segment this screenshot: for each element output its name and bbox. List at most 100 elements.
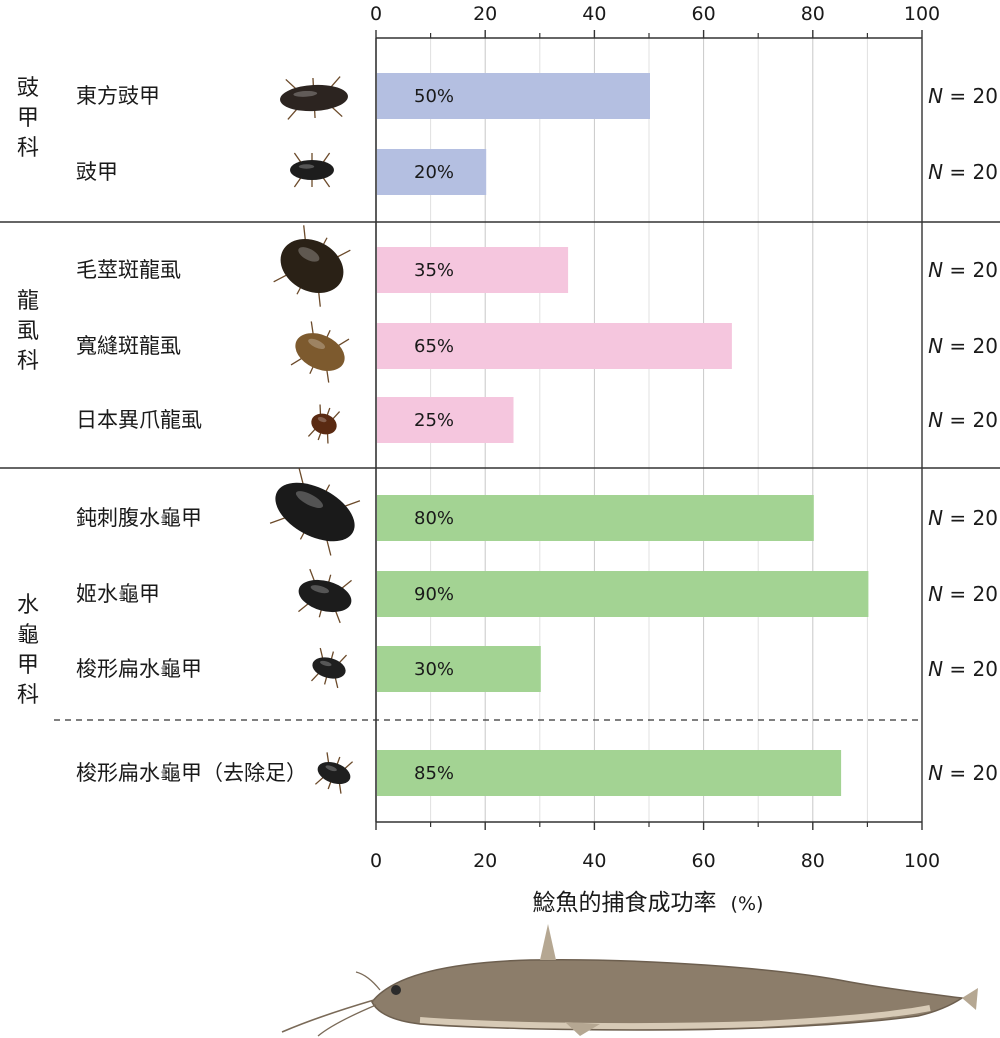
beetle-icon — [290, 321, 350, 383]
beetle-highlight — [310, 585, 330, 594]
species-label: 梭形扁水龜甲（去除足） — [76, 761, 307, 785]
bar — [377, 247, 569, 293]
family-label-char: 甲 — [17, 106, 39, 131]
family-label-char: 科 — [17, 349, 39, 374]
bottom-tick-label: 40 — [582, 850, 606, 872]
bar-value-label: 85% — [414, 763, 454, 784]
sample-size-symbol: N — [928, 408, 943, 432]
bar — [377, 397, 514, 443]
sample-size-label: N = 20 — [928, 84, 998, 108]
bar — [377, 495, 814, 541]
sample-size-symbol: N — [928, 258, 943, 282]
top-tick-label: 100 — [904, 3, 940, 25]
x-axis-title: 鯰魚的捕食成功率 (%) — [533, 890, 764, 916]
sample-size-label: N = 20 — [928, 258, 998, 282]
sample-size-symbol: N — [928, 657, 943, 681]
bar-value-label: 80% — [414, 508, 454, 529]
catfish-icon — [281, 924, 978, 1037]
species-label: 梭形扁水龜甲 — [76, 657, 202, 681]
beetle-body — [295, 333, 345, 371]
family-label-char: 科 — [17, 683, 39, 708]
beetle-icon — [307, 404, 341, 444]
family-label-char: 甲 — [17, 653, 39, 678]
beetle-highlight — [308, 338, 326, 349]
beetle-highlight — [298, 247, 320, 262]
sample-size-value: = 20 — [943, 84, 998, 108]
beetle-icon — [290, 152, 334, 188]
beetle-icon — [269, 468, 361, 556]
beetle-highlight — [317, 417, 327, 423]
family-label-char: 龜 — [17, 623, 39, 648]
beetle-highlight — [325, 765, 337, 772]
beetle-highlight — [298, 164, 315, 169]
beetle-icon — [310, 647, 348, 689]
bottom-tick-label: 0 — [370, 850, 382, 872]
bar-value-label: 90% — [414, 584, 454, 605]
top-tick-label: 60 — [692, 3, 716, 25]
beetle-body — [317, 761, 351, 785]
family-label-char: 科 — [17, 136, 39, 161]
sample-size-value: = 20 — [943, 258, 998, 282]
species-label: 豉甲 — [76, 160, 118, 184]
sample-size-value: = 20 — [943, 408, 998, 432]
sample-size-symbol: N — [928, 761, 943, 785]
bar — [377, 750, 842, 796]
family-label-char: 龍 — [17, 289, 39, 314]
sample-size-symbol: N — [928, 160, 943, 184]
sample-size-value: = 20 — [943, 160, 998, 184]
bar-value-label: 65% — [414, 336, 454, 357]
sample-size-value: = 20 — [943, 506, 998, 530]
top-tick-label: 20 — [473, 3, 497, 25]
bottom-tick-label: 80 — [801, 850, 825, 872]
x-axis-title-text: 鯰魚的捕食成功率 — [533, 890, 717, 916]
bottom-tick-label: 60 — [692, 850, 716, 872]
beetle-highlight — [293, 90, 318, 97]
family-label-char: 水 — [17, 593, 39, 618]
sample-size-symbol: N — [928, 334, 943, 358]
sample-size-label: N = 20 — [928, 334, 998, 358]
beetle-body — [280, 84, 348, 112]
beetle-body — [311, 413, 337, 435]
bar-value-label: 50% — [414, 86, 454, 107]
beetle-body — [275, 482, 355, 542]
top-tick-label: 0 — [370, 3, 382, 25]
beetle-icon — [314, 752, 354, 794]
beetle-icon — [273, 225, 351, 307]
top-tick-label: 80 — [801, 3, 825, 25]
species-label: 東方豉甲 — [76, 84, 160, 108]
sample-size-label: N = 20 — [928, 657, 998, 681]
sample-size-value: = 20 — [943, 657, 998, 681]
beetle-icon — [280, 76, 348, 120]
sample-size-label: N = 20 — [928, 582, 998, 606]
top-tick-label: 40 — [582, 3, 606, 25]
bar — [377, 73, 650, 119]
beetle-highlight — [320, 660, 332, 667]
sample-size-symbol: N — [928, 582, 943, 606]
axes — [375, 30, 923, 830]
bar — [377, 323, 732, 369]
species-label: 日本異爪龍虱 — [76, 408, 202, 432]
bar-value-label: 20% — [414, 162, 454, 183]
sample-size-symbol: N — [928, 506, 943, 530]
species-label: 毛莖斑龍虱 — [76, 258, 181, 282]
beetle-images — [269, 76, 361, 794]
sample-size-label: N = 20 — [928, 761, 998, 785]
bottom-tick-label: 20 — [473, 850, 497, 872]
family-label-char: 虱 — [17, 319, 39, 344]
beetle-body — [298, 579, 352, 613]
bar-value-label: 25% — [414, 410, 454, 431]
sample-size-value: = 20 — [943, 582, 998, 606]
sample-size-label: N = 20 — [928, 160, 998, 184]
bar-value-label: 30% — [414, 659, 454, 680]
bars — [377, 73, 869, 796]
species-label: 姬水龜甲 — [76, 582, 160, 606]
species-label: 寬縫斑龍虱 — [76, 334, 181, 358]
sample-size-label: N = 20 — [928, 408, 998, 432]
sample-size-value: = 20 — [943, 761, 998, 785]
family-label-char: 豉 — [17, 76, 39, 101]
beetle-body — [290, 160, 334, 180]
beetle-highlight — [295, 491, 323, 509]
sample-size-symbol: N — [928, 84, 943, 108]
